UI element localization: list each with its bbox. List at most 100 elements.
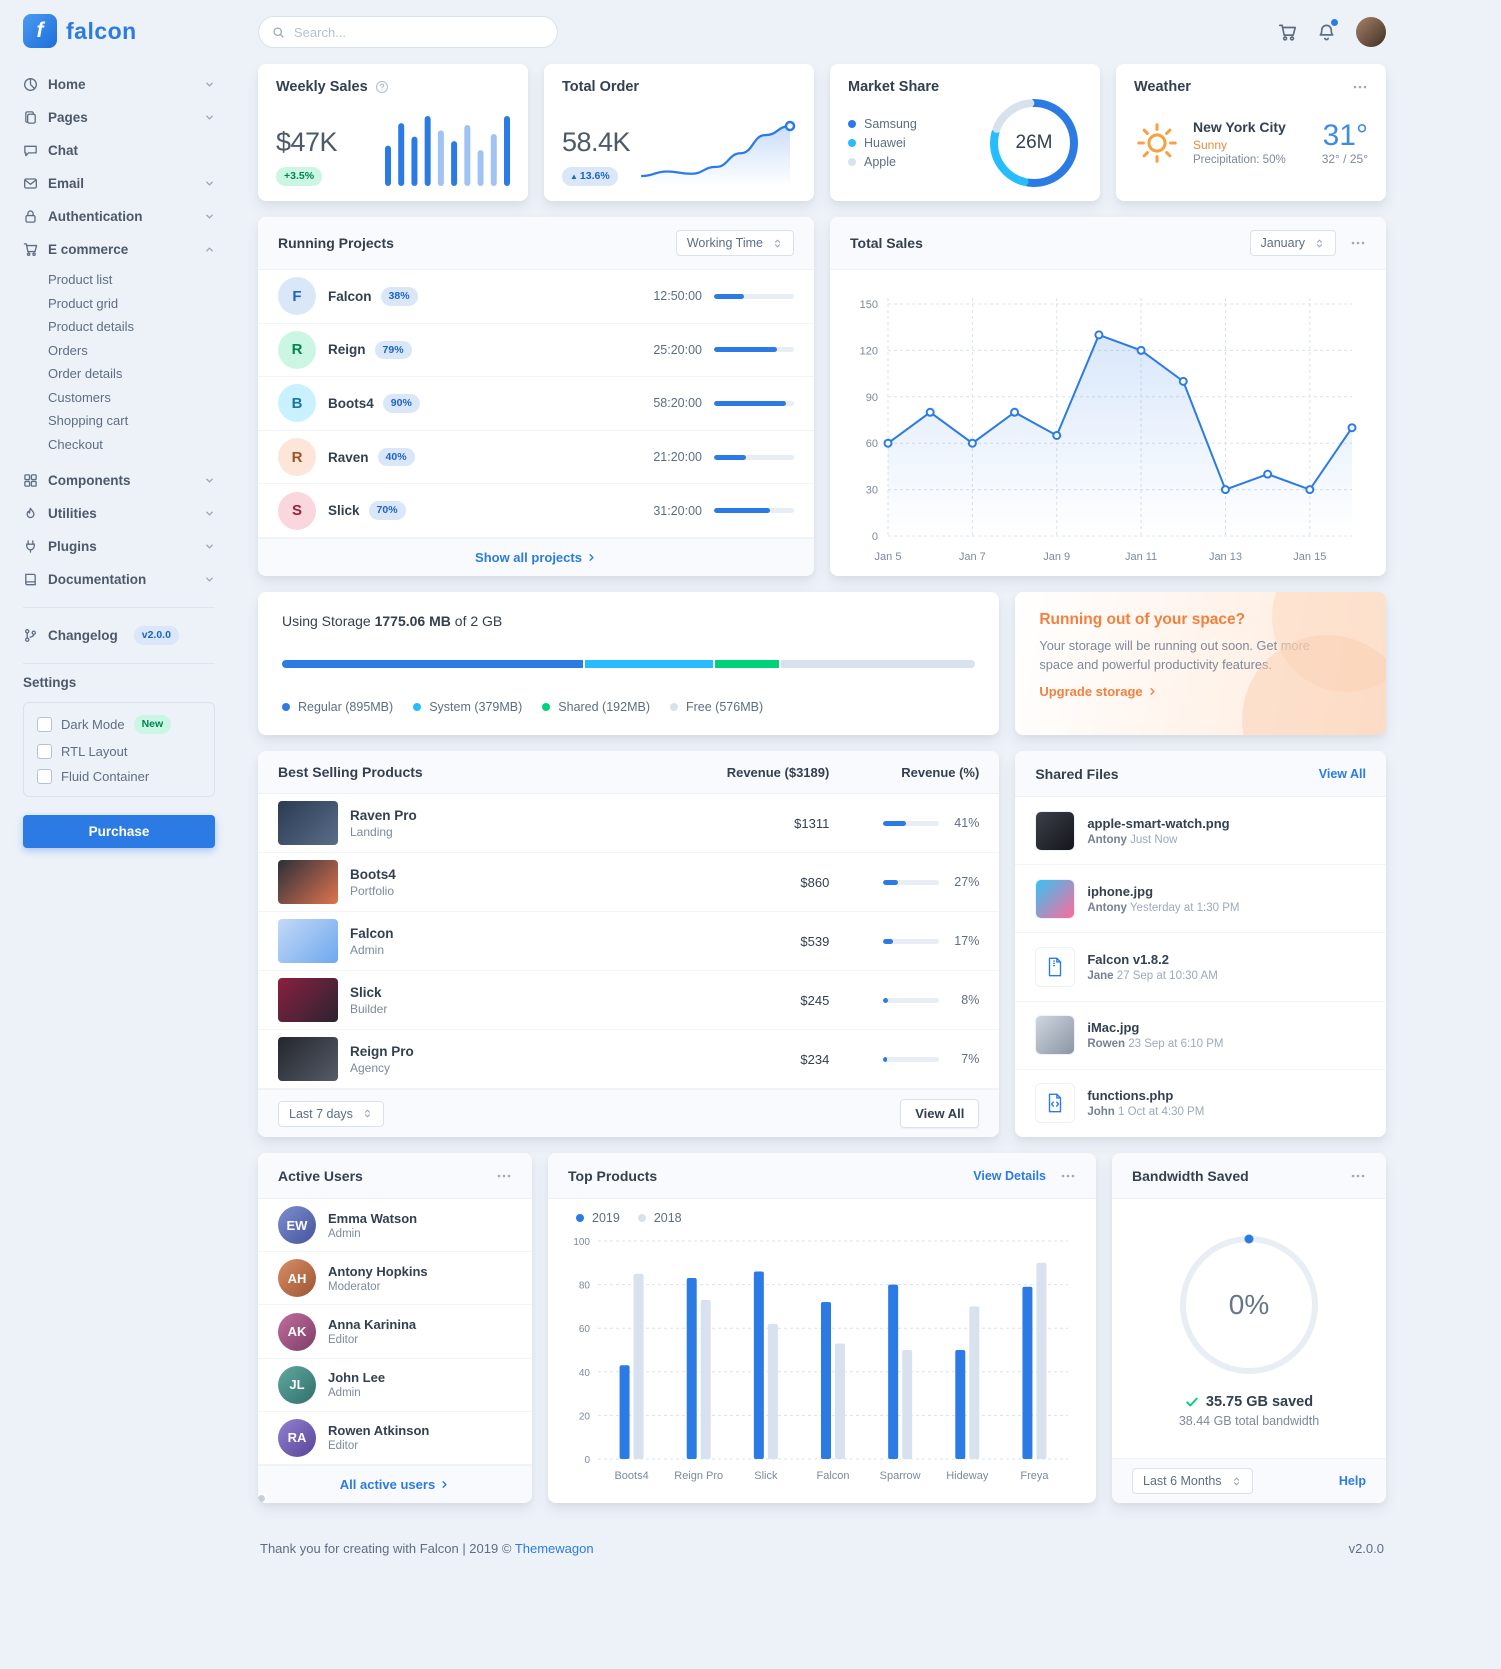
view-all-button[interactable]: View All xyxy=(900,1099,980,1128)
shared-file-item[interactable]: apple-smart-watch.png Antony Just Now xyxy=(1015,797,1386,866)
sidebar-nav-item[interactable]: Authentication xyxy=(23,200,215,233)
card-menu-icon[interactable] xyxy=(1060,1168,1076,1184)
project-name[interactable]: Raven xyxy=(328,449,369,465)
product-name[interactable]: Boots4 xyxy=(350,866,396,882)
brand-logo[interactable]: f falcon xyxy=(23,14,215,48)
file-thumbnail xyxy=(1035,1015,1076,1056)
sidebar-subnav-item[interactable]: Shopping cart xyxy=(48,413,129,428)
help-link[interactable]: Help xyxy=(1338,1474,1366,1488)
file-name[interactable]: Falcon v1.8.2 xyxy=(1087,952,1169,967)
project-name[interactable]: Falcon xyxy=(328,288,372,304)
months-select[interactable]: Last 6 Months xyxy=(1132,1468,1253,1494)
cart-icon[interactable] xyxy=(1278,23,1297,42)
sidebar-nav-item[interactable]: Email xyxy=(23,167,215,200)
sidebar-subnav-item[interactable]: Customers xyxy=(48,389,111,405)
active-user-row[interactable]: JL John Lee Admin xyxy=(258,1359,532,1503)
search-input[interactable] xyxy=(294,24,544,40)
upgrade-storage-link[interactable]: Upgrade storage xyxy=(1039,684,1157,699)
top-products-legend-item[interactable]: 2018 xyxy=(637,1211,682,1225)
active-user-row[interactable]: AH Antony Hopkins Moderator xyxy=(258,1252,532,1503)
active-user-row[interactable]: AK Anna Karinina Editor xyxy=(258,1305,532,1503)
sidebar-nav-item[interactable]: Documentation xyxy=(23,563,215,596)
sidebar-nav-item[interactable]: E commerce xyxy=(23,233,215,266)
card-menu-icon[interactable] xyxy=(1352,79,1368,95)
project-row[interactable]: F Falcon 38% 12:50:00 xyxy=(258,270,814,324)
sidebar-nav-item[interactable]: Chat xyxy=(23,134,215,167)
product-name[interactable]: Slick xyxy=(350,984,382,1000)
project-name[interactable]: Boots4 xyxy=(328,395,374,411)
search-box[interactable] xyxy=(258,16,558,48)
sidebar-subnav-item[interactable]: Product details xyxy=(48,319,134,334)
user-name[interactable]: John Lee xyxy=(328,1370,386,1386)
purchase-button[interactable]: Purchase xyxy=(23,814,215,848)
settings-checkbox-row[interactable]: Fluid Container xyxy=(37,768,201,784)
product-row[interactable]: Slick Builder $245 8% xyxy=(258,971,1000,1030)
product-name[interactable]: Reign Pro xyxy=(350,1043,414,1059)
file-name[interactable]: iphone.jpg xyxy=(1087,883,1154,899)
sidebar-item-changelog[interactable]: Changelog v2.0.0 xyxy=(23,619,215,652)
product-name[interactable]: Falcon xyxy=(350,925,394,941)
card-menu-icon[interactable] xyxy=(1350,235,1366,251)
product-row[interactable]: Boots4 Portfolio $860 27% xyxy=(258,853,1000,912)
settings-checkbox-row[interactable]: Dark Mode New xyxy=(37,715,201,734)
project-row[interactable]: R Raven 40% 21:20:00 xyxy=(258,431,814,485)
settings-checkbox-row[interactable]: RTL Layout xyxy=(37,743,201,759)
shared-file-item[interactable]: iphone.jpg Antony Yesterday at 1:30 PM xyxy=(1015,865,1386,934)
sidebar-subnav-item[interactable]: Orders xyxy=(48,342,88,358)
product-category[interactable]: Builder xyxy=(350,1001,388,1016)
file-time: Just Now xyxy=(1130,833,1178,846)
shared-files-view-all-link[interactable]: View All xyxy=(1318,766,1366,781)
product-row[interactable]: Falcon Admin $539 17% xyxy=(258,912,1000,971)
file-name[interactable]: functions.php xyxy=(1087,1088,1174,1104)
sidebar-nav-item[interactable]: Components xyxy=(23,464,215,497)
project-row[interactable]: B Boots4 90% 58:20:00 xyxy=(258,377,814,431)
file-name[interactable]: apple-smart-watch.png xyxy=(1087,815,1230,831)
product-category[interactable]: Admin xyxy=(350,942,385,957)
product-category[interactable]: Portfolio xyxy=(350,883,395,898)
file-name[interactable]: iMac.jpg xyxy=(1087,1020,1140,1036)
product-category[interactable]: Agency xyxy=(350,1060,391,1075)
top-products-legend-item[interactable]: 2019 xyxy=(576,1211,620,1225)
shared-file-item[interactable]: iMac.jpg Rowen 23 Sep at 6:10 PM xyxy=(1015,1002,1386,1070)
product-category[interactable]: Landing xyxy=(350,824,393,839)
project-name[interactable]: Reign xyxy=(328,342,366,358)
project-row[interactable]: R Reign 79% 25:20:00 xyxy=(258,324,814,378)
all-active-users-link[interactable]: All active users xyxy=(258,1465,532,1503)
sidebar-nav-item[interactable]: Utilities xyxy=(23,497,215,530)
project-name[interactable]: Slick xyxy=(328,503,360,519)
user-avatar[interactable] xyxy=(1356,17,1386,47)
help-icon[interactable] xyxy=(375,80,389,94)
show-all-projects-link[interactable]: Show all projects xyxy=(258,538,814,576)
working-time-select[interactable]: Working Time xyxy=(675,230,794,256)
notifications-button[interactable] xyxy=(1317,18,1338,42)
view-details-link[interactable]: View Details xyxy=(973,1168,1046,1183)
active-user-row[interactable]: EW Emma Watson Admin xyxy=(258,1199,532,1503)
user-name[interactable]: Anna Karinina xyxy=(328,1317,417,1332)
product-name[interactable]: Raven Pro xyxy=(350,807,417,823)
user-name[interactable]: Rowen Atkinson xyxy=(328,1423,430,1439)
product-row[interactable]: Raven Pro Landing $1311 41% xyxy=(258,794,1000,853)
sidebar-nav-item[interactable]: Plugins xyxy=(23,530,215,563)
user-name[interactable]: Emma Watson xyxy=(328,1210,418,1226)
checkbox[interactable] xyxy=(37,716,52,732)
sidebar-nav-item[interactable]: Home xyxy=(23,68,215,101)
sidebar-subnav-item[interactable]: Checkout xyxy=(48,436,103,452)
active-user-row[interactable]: RA Rowen Atkinson Editor xyxy=(258,1412,532,1503)
checkbox[interactable] xyxy=(37,768,52,784)
total-sales-title: Total Sales xyxy=(850,235,923,251)
card-menu-icon[interactable] xyxy=(1350,1168,1366,1184)
period-select[interactable]: Last 7 days xyxy=(278,1100,384,1127)
sidebar-subnav-item[interactable]: Product grid xyxy=(48,295,119,311)
themewagon-link[interactable]: Themewagon xyxy=(514,1541,594,1556)
month-select[interactable]: January xyxy=(1249,230,1336,256)
shared-file-item[interactable]: functions.php John 1 Oct at 4:30 PM xyxy=(1015,1070,1386,1137)
shared-file-item[interactable]: Falcon v1.8.2 Jane 27 Sep at 10:30 AM xyxy=(1015,933,1386,1002)
sidebar-subnav-item[interactable]: Order details xyxy=(48,366,123,381)
checkbox[interactable] xyxy=(37,743,52,759)
product-row[interactable]: Reign Pro Agency $234 7% xyxy=(258,1030,1000,1089)
card-menu-icon[interactable] xyxy=(496,1168,512,1184)
sidebar-nav-item[interactable]: Pages xyxy=(23,101,215,134)
user-name[interactable]: Antony Hopkins xyxy=(328,1263,428,1279)
project-row[interactable]: S Slick 70% 31:20:00 xyxy=(258,484,814,538)
sidebar-subnav-item[interactable]: Product list xyxy=(48,272,113,287)
